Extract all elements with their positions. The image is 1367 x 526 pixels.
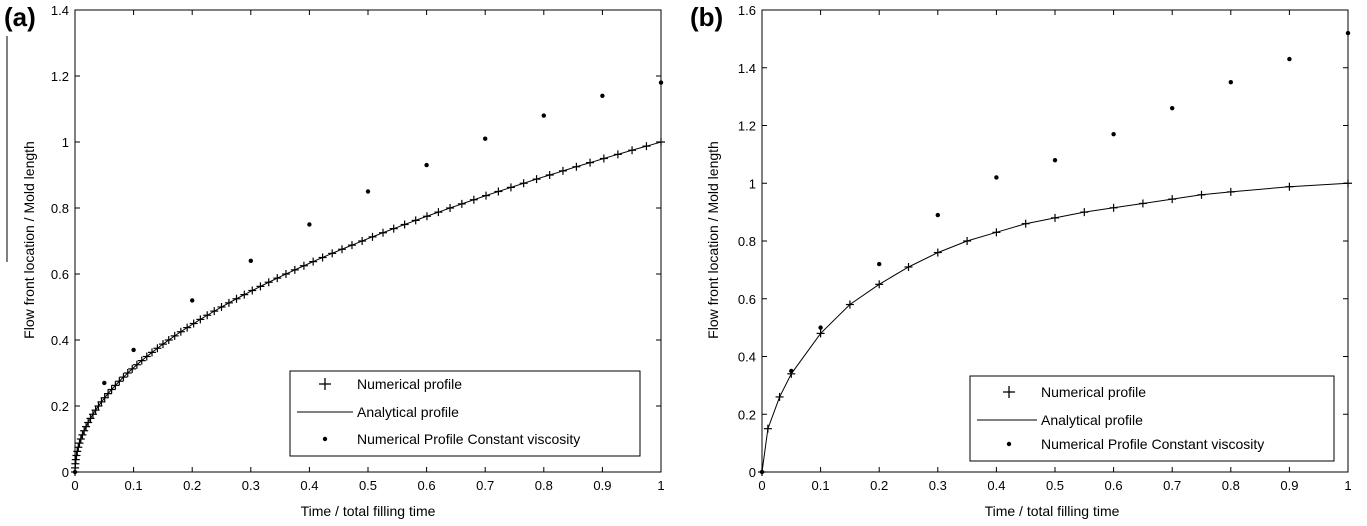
x-tick-label: 0.6 <box>1105 478 1123 493</box>
y-tick-label: 1 <box>749 176 756 191</box>
y-tick-label: 0.4 <box>51 333 69 348</box>
x-tick-label: 0.2 <box>870 478 888 493</box>
constant-viscosity-point <box>1228 79 1234 85</box>
panel-a-legend: Numerical profile Analytical profile Num… <box>289 370 641 457</box>
panel-a-legend-dot <box>322 436 328 442</box>
y-tick-label: 0.4 <box>738 350 756 365</box>
x-tick-label: 0.9 <box>593 478 611 493</box>
constant-viscosity-point <box>190 298 195 303</box>
x-tick-label: 0.8 <box>535 478 553 493</box>
x-tick-label: 0.8 <box>1222 478 1240 493</box>
x-tick-label: 0.2 <box>183 478 201 493</box>
x-tick-label: 0.5 <box>359 478 377 493</box>
panel-b: (b) 0 0.1 0.2 0.3 0.4 0.5 0.6 0.7 0.8 0.9 1 0 0.2 0.4… <box>690 2 1352 519</box>
panel-b-label: (b) <box>690 2 723 32</box>
x-tick-label: 0.4 <box>300 478 318 493</box>
constant-viscosity-point <box>541 113 546 118</box>
constant-viscosity-point <box>1287 56 1292 62</box>
y-tick-label: 1.4 <box>51 3 69 18</box>
x-tick-label: 1 <box>1344 478 1351 493</box>
y-tick-label: 0.2 <box>51 399 69 414</box>
x-tick-label: 1 <box>657 478 664 493</box>
x-tick-label: 0.1 <box>812 478 830 493</box>
y-tick-label: 0 <box>62 465 69 480</box>
panel-b-axes: 0 0.1 0.2 0.3 0.4 0.5 0.6 0.7 0.8 0.9 1 0 0.2 0.4 0.6 0… <box>738 3 1352 493</box>
constant-viscosity-point <box>131 347 136 353</box>
x-tick-label: 0.5 <box>1046 478 1064 493</box>
y-tick-label: 0.6 <box>51 267 69 282</box>
y-tick-label: 1 <box>62 135 69 150</box>
panel-a-legend-label-analytical: Analytical profile <box>357 404 459 420</box>
panel-b-legend-dot <box>1006 441 1012 447</box>
constant-viscosity-point <box>935 212 940 218</box>
analytical-series-line <box>761 182 1349 473</box>
y-tick-label: 1.2 <box>738 119 756 134</box>
y-tick-label: 0.8 <box>51 201 69 216</box>
analytical-series-line <box>74 141 662 472</box>
x-tick-label: 0 <box>758 478 765 493</box>
x-tick-label: 0.7 <box>476 478 494 493</box>
constant-viscosity-point <box>424 162 429 168</box>
panel-a-legend-label-numerical: Numerical profile <box>357 376 462 392</box>
panel-a-xlabel: Time / total filling time <box>301 503 436 519</box>
y-tick-label: 0 <box>749 465 756 480</box>
constant-viscosity-point <box>789 368 794 374</box>
panel-b-legend-label-analytical: Analytical profile <box>1041 412 1143 428</box>
x-tick-label: 0.7 <box>1163 478 1181 493</box>
panel-a-ylabel: Flow front location / Mold length <box>21 141 37 339</box>
x-tick-label: 0.3 <box>242 478 260 493</box>
panel-b-ylabel: Flow front location / Mold length <box>705 141 721 339</box>
y-tick-label: 0.8 <box>738 234 756 249</box>
constant-viscosity-point <box>483 136 488 141</box>
x-tick-label: 0.4 <box>987 478 1005 493</box>
constant-viscosity-point <box>1170 105 1175 111</box>
panel-a-plot <box>71 80 665 476</box>
y-tick-label: 0.2 <box>738 407 756 422</box>
x-tick-label: 0.1 <box>125 478 143 493</box>
constant-viscosity-point <box>248 258 253 263</box>
constant-viscosity-point <box>1052 157 1058 163</box>
x-tick-label: 0.3 <box>929 478 947 493</box>
constant-viscosity-point <box>1111 131 1116 137</box>
constant-viscosity-point <box>102 380 107 386</box>
constant-viscosity-point <box>818 325 823 330</box>
x-tick-label: 0.6 <box>418 478 436 493</box>
panel-b-plot <box>758 30 1352 476</box>
y-tick-label: 1.6 <box>738 3 756 18</box>
x-tick-label: 0.9 <box>1280 478 1298 493</box>
panel-a-label: (a) <box>4 2 36 32</box>
y-tick-label: 1.2 <box>51 69 69 84</box>
x-tick-label: 0 <box>71 478 78 493</box>
constant-viscosity-point <box>600 93 605 99</box>
panel-b-legend: Numerical profile Analytical profile Num… <box>969 375 1335 462</box>
y-tick-label: 0.6 <box>738 292 756 307</box>
panel-b-xlabel: Time / total filling time <box>985 503 1120 519</box>
constant-viscosity-point <box>877 261 882 267</box>
panel-a-legend-label-constant: Numerical Profile Constant viscosity <box>357 431 580 447</box>
panel-a-legend-box <box>289 370 641 457</box>
constant-viscosity-point <box>994 175 999 180</box>
panel-a-axes: 0 0.1 0.2 0.3 0.4 0.5 0.6 0.7 0.8 0.9 1 0 0.2 0.4 0.6 0… <box>51 3 665 493</box>
panel-a: (a) 0 0.1 0.2 0.3 0.4 0.5 0.6 0.7 0.8 0.9 1 0 0.2 0.4… <box>4 2 665 519</box>
panel-b-legend-label-numerical: Numerical profile <box>1041 384 1146 400</box>
y-tick-label: 1.4 <box>738 61 756 76</box>
panel-b-legend-box <box>969 375 1335 462</box>
panel-b-legend-label-constant: Numerical Profile Constant viscosity <box>1041 436 1264 452</box>
constant-viscosity-point <box>365 189 371 194</box>
constant-viscosity-point <box>307 222 312 227</box>
